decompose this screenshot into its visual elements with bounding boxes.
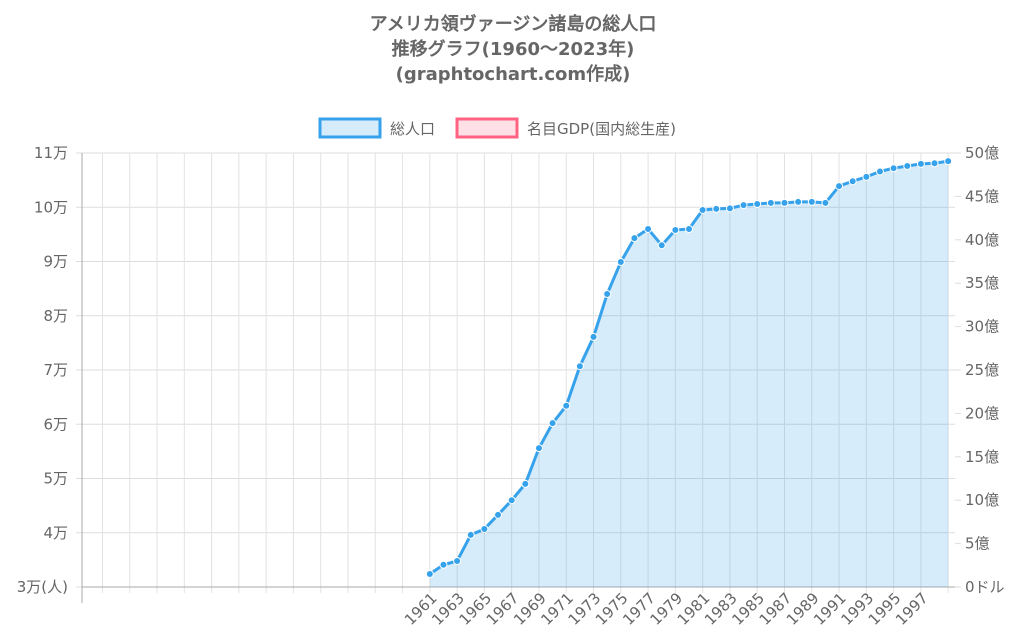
y-tick-label: 6万 — [43, 415, 68, 433]
data-point — [644, 224, 653, 233]
data-point — [821, 198, 830, 207]
data-point — [875, 167, 884, 176]
y2-tick-label: 25億 — [965, 361, 999, 379]
data-point — [671, 226, 680, 235]
data-point — [589, 332, 598, 341]
y-tick-label: 5万 — [43, 470, 68, 488]
chart-title: 推移グラフ(1960〜2023年) — [392, 38, 635, 60]
data-point — [712, 204, 721, 213]
data-point — [780, 198, 789, 207]
data-point — [575, 362, 584, 371]
y-tick-label: 10万 — [34, 198, 68, 216]
data-point — [807, 197, 816, 206]
data-point — [944, 157, 953, 166]
data-point — [453, 556, 462, 565]
data-point — [534, 444, 543, 453]
y-tick-label: 4万 — [43, 524, 68, 542]
y2-tick-label: 35億 — [965, 274, 999, 292]
data-point — [725, 204, 734, 213]
y2-tick-label: 15億 — [965, 448, 999, 466]
y2-tick-label: 30億 — [965, 318, 999, 336]
y2-tick-label: 10億 — [965, 491, 999, 509]
y-tick-label: 11万 — [34, 144, 68, 162]
data-point — [930, 159, 939, 168]
data-point — [480, 524, 489, 533]
y2-tick-label: 50億 — [965, 144, 999, 162]
y-tick-label: 8万 — [43, 307, 68, 325]
data-point — [916, 159, 925, 168]
data-point — [657, 241, 666, 250]
legend-label: 名目GDP(国内総生産) — [527, 120, 676, 138]
data-point — [794, 197, 803, 206]
legend-swatch — [318, 117, 382, 139]
data-point — [425, 569, 434, 578]
data-point — [835, 182, 844, 191]
data-point — [466, 530, 475, 539]
y2-tick-label: 0ドル — [965, 578, 1005, 596]
data-point — [562, 401, 571, 410]
data-point — [753, 199, 762, 208]
data-point — [630, 234, 639, 243]
series-area — [429, 161, 949, 587]
y2-tick-label: 20億 — [965, 404, 999, 422]
x-tick-label: 1997 — [892, 589, 932, 629]
data-point — [903, 162, 912, 171]
chart-title: (graphtochart.com作成) — [396, 63, 631, 85]
data-point — [616, 258, 625, 267]
y-tick-label: 3万(人) — [17, 578, 68, 596]
y2-tick-label: 40億 — [965, 231, 999, 249]
legend-swatch — [455, 117, 519, 139]
data-point — [889, 164, 898, 173]
y2-tick-label: 45億 — [965, 187, 999, 205]
data-point — [685, 224, 694, 233]
y2-tick-label: 5億 — [965, 535, 990, 553]
y-tick-label: 9万 — [43, 253, 68, 271]
data-point — [603, 290, 612, 299]
legend-label: 総人口 — [390, 120, 435, 138]
data-point — [739, 201, 748, 210]
data-point — [439, 560, 448, 569]
data-point — [548, 419, 557, 428]
data-point — [698, 205, 707, 214]
chart-title: アメリカ領ヴァージン諸島の総人口 — [370, 13, 657, 35]
data-point — [494, 510, 503, 519]
data-point — [507, 496, 516, 505]
data-point — [766, 198, 775, 207]
data-point — [848, 177, 857, 186]
data-point — [862, 172, 871, 181]
y-tick-label: 7万 — [43, 361, 68, 379]
data-point — [521, 479, 530, 488]
